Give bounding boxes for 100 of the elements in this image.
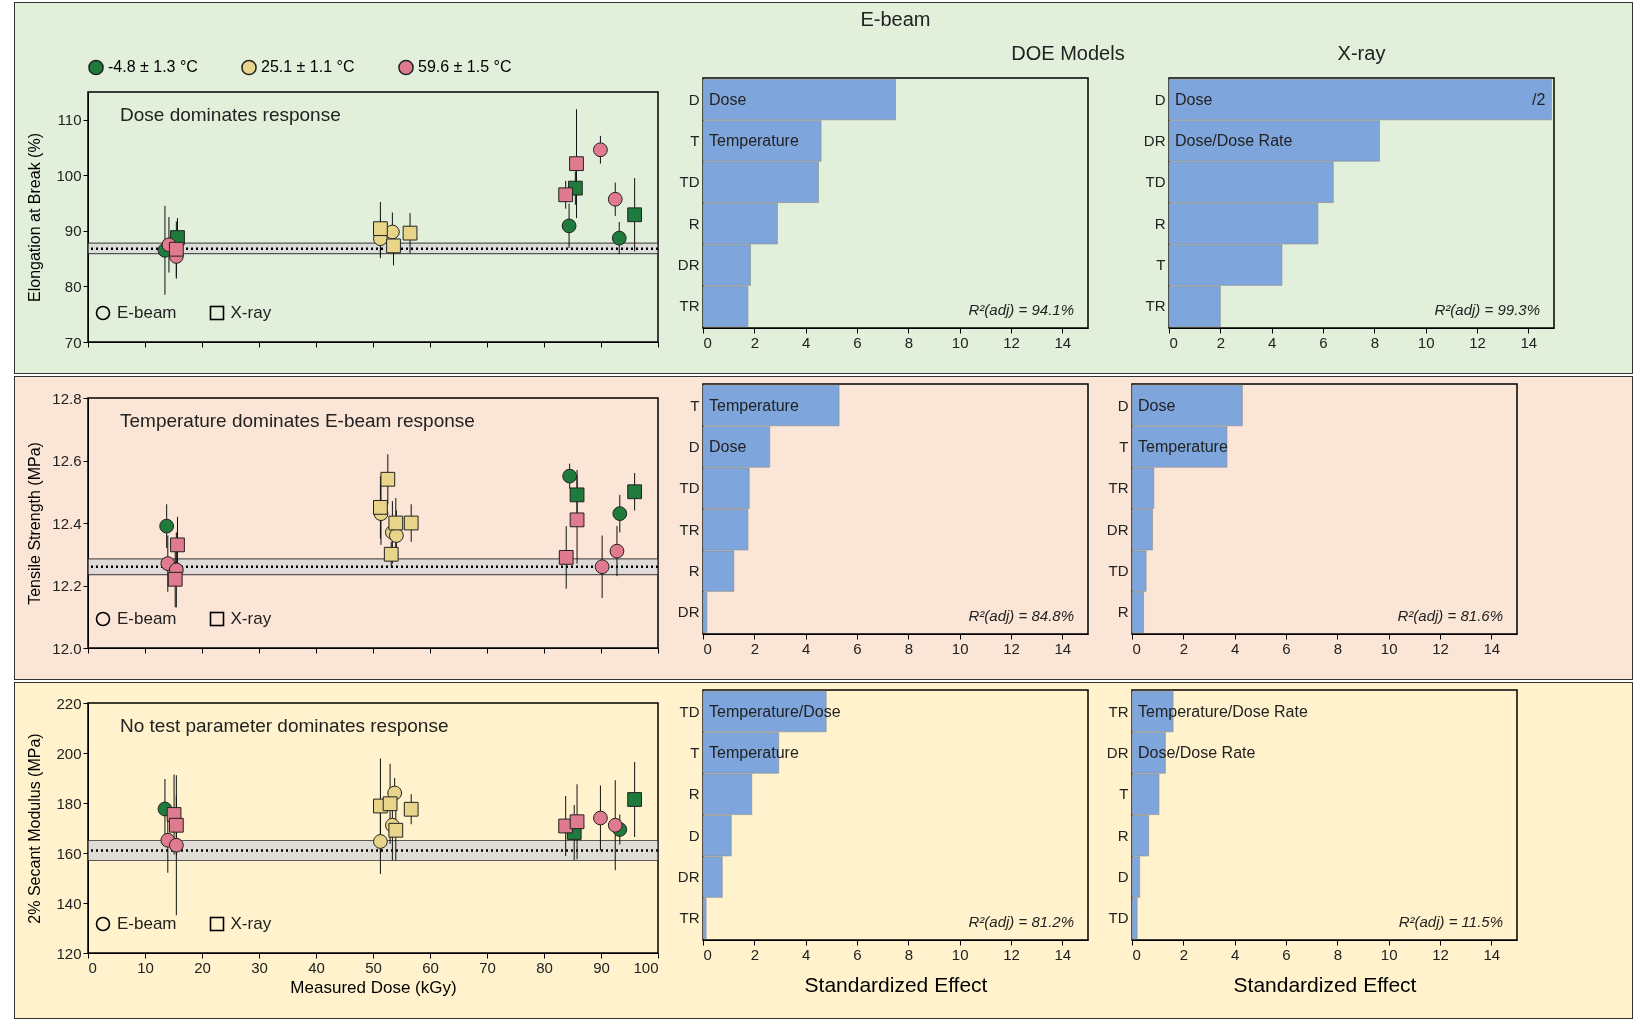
x-tick-label: 12 — [1003, 333, 1020, 351]
y-tick-label: 12.4 — [52, 514, 82, 532]
x-tick-label: 14 — [1483, 945, 1501, 963]
x-axis-title: Standardized Effect — [1233, 972, 1417, 996]
annotation: X-ray — [230, 303, 272, 323]
y-tick-label: R — [688, 562, 700, 580]
annotation: X-ray — [230, 609, 272, 629]
x-tick-label: 10 — [1380, 639, 1398, 657]
x-tick-label: 14 — [1520, 333, 1538, 351]
y-tick-label: TR — [679, 297, 700, 315]
annotation: X-ray — [230, 914, 272, 934]
x-tick-label: 6 — [853, 333, 862, 351]
y-tick-label: 12.2 — [52, 577, 82, 594]
y-tick-label: DR — [677, 256, 700, 274]
y-tick-label: 200 — [56, 744, 82, 762]
point — [159, 518, 175, 534]
y-tick-label: TR — [1145, 297, 1166, 315]
x-tick-label: 12 — [1469, 333, 1486, 351]
legend-label: -4.8 ± 1.3 °C — [108, 58, 198, 76]
y-tick-label: TR — [1108, 702, 1129, 720]
x-tick-label: 0 — [703, 639, 712, 657]
point — [569, 156, 584, 172]
x-tick-label: 4 — [1230, 639, 1240, 657]
annotation: E-beam — [117, 303, 177, 323]
annotation: R²(adj) = 99.3% — [1434, 301, 1540, 318]
x-tick-label: 10 — [951, 333, 969, 351]
y-tick-label: 12.0 — [52, 639, 82, 657]
y-tick-label: R — [688, 214, 700, 232]
x-tick-label: 14 — [1054, 333, 1072, 351]
x-tick-label: 12 — [1432, 639, 1449, 657]
point — [168, 837, 184, 853]
y-axis-title: 2% Secant Modulus (MPa) — [25, 733, 43, 924]
point — [402, 225, 418, 241]
x-tick-label: 6 — [1282, 945, 1291, 963]
point — [561, 218, 577, 234]
y-axis-title: Tensile Strength (MPa) — [25, 442, 43, 605]
y-tick-label: TR — [679, 520, 700, 538]
x-tick-label: 2 — [1179, 945, 1189, 963]
x-tick-label: 60 — [422, 958, 439, 976]
point — [627, 792, 643, 807]
y-tick-label: 80 — [64, 277, 82, 295]
point — [383, 546, 399, 562]
y-tick-label: R — [1117, 603, 1129, 621]
x-tick-label: 14 — [1483, 639, 1501, 657]
x-tick-label: 12 — [1432, 945, 1449, 963]
point — [403, 515, 419, 531]
y-tick-label: 12.6 — [52, 452, 82, 469]
x-tick-label: 0 — [1132, 945, 1141, 963]
point — [558, 187, 574, 203]
x-tick-label: 6 — [853, 639, 862, 657]
point — [386, 238, 401, 254]
point — [593, 810, 608, 826]
y-tick-label: T — [1156, 256, 1166, 274]
point — [170, 537, 185, 553]
annotation: /2 — [1532, 90, 1546, 108]
point — [611, 230, 627, 246]
y-tick-label: TD — [1145, 173, 1166, 191]
x-tick-label: 2 — [1179, 639, 1189, 657]
point — [612, 506, 628, 521]
x-tick-label: 40 — [308, 958, 325, 976]
y-tick-label: DR — [1106, 743, 1129, 761]
annotation: Temperature — [709, 396, 799, 414]
y-tick-label: 180 — [56, 794, 82, 812]
x-tick-label: 10 — [1380, 945, 1398, 963]
chart-title: X-ray — [1337, 42, 1386, 64]
y-tick-label: 140 — [56, 894, 82, 912]
x-tick-label: 20 — [194, 958, 211, 976]
point — [388, 528, 404, 543]
point — [569, 512, 585, 528]
point — [569, 814, 585, 830]
y-tick-label: T — [690, 396, 700, 414]
x-tick-label: 14 — [1054, 639, 1072, 657]
annotation: R²(adj) = 84.8% — [968, 607, 1074, 624]
point — [382, 796, 398, 812]
y-tick-label: TD — [1108, 909, 1129, 927]
annotation: Temperature — [1138, 437, 1228, 455]
y-tick-label: R — [688, 785, 700, 803]
y-tick-label: TD — [679, 479, 700, 497]
y-tick-label: D — [688, 90, 700, 108]
point — [593, 142, 608, 158]
y-tick-label: 220 — [56, 694, 82, 712]
x-tick-label: 10 — [1417, 333, 1435, 351]
annotation: Temperature dominates E-beam response — [120, 410, 475, 431]
x-tick-label: 6 — [1319, 333, 1328, 351]
y-tick-label: D — [1117, 868, 1129, 886]
y-tick-label: 90 — [64, 222, 82, 240]
point — [627, 484, 643, 500]
x-tick-label: 6 — [1282, 639, 1291, 657]
annotation: Temperature — [709, 131, 799, 149]
point — [168, 241, 184, 257]
y-tick-label: D — [688, 437, 700, 455]
annotation: R²(adj) = 94.1% — [968, 301, 1074, 318]
annotation: Dose — [1175, 90, 1213, 108]
annotation: E-beam — [117, 609, 177, 629]
y-tick-label: T — [1119, 785, 1129, 803]
y-tick-label: R — [1154, 214, 1166, 232]
x-tick-label: 6 — [853, 945, 862, 963]
x-tick-label: 8 — [904, 639, 914, 657]
y-tick-label: DR — [1106, 520, 1129, 538]
x-tick-label: 0 — [1169, 333, 1178, 351]
